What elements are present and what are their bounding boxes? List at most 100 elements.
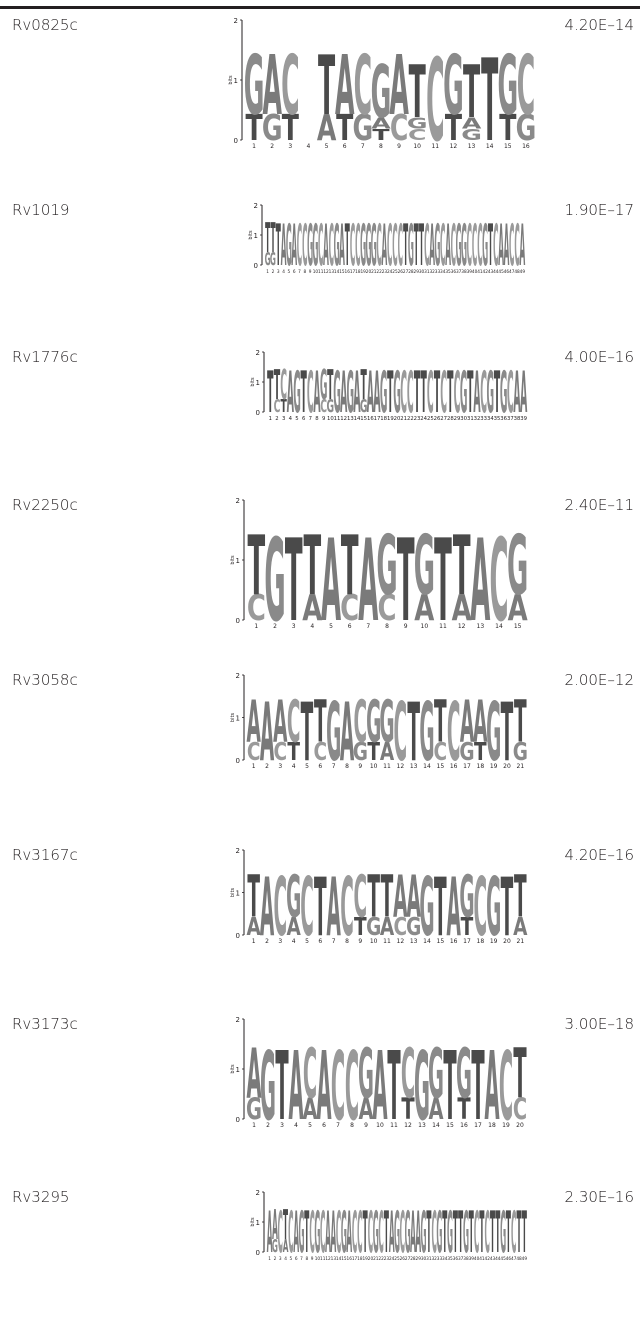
logo-position-number: 19	[490, 763, 498, 770]
logo-letter: T	[409, 50, 426, 134]
gene-id: Rv3173c	[12, 1015, 78, 1033]
logo-position-number: 3	[277, 269, 280, 274]
logo-letter: A	[462, 115, 483, 133]
logo-axis-label: bits	[230, 555, 236, 565]
logo-letter: A	[247, 913, 261, 941]
logo-letter: C	[467, 212, 472, 279]
logo-letter: T	[397, 517, 415, 648]
logo-position-number: 4	[292, 763, 296, 770]
logo-letter: T	[426, 1199, 431, 1266]
logo-letter: A	[260, 686, 274, 780]
logo-letter: C	[340, 861, 354, 955]
logo-letter: T	[506, 1199, 511, 1266]
logo-position-number: 7	[336, 1122, 340, 1129]
logo-tick-label: 1	[254, 232, 258, 240]
logo-tick-label: 0	[256, 1249, 260, 1257]
logo-letter: C	[281, 40, 299, 135]
logo-position-number: 11	[334, 416, 341, 422]
logo-position-number: 30	[421, 1256, 427, 1261]
logo-letter: T	[469, 1199, 474, 1266]
logo-axis-label: bits	[248, 230, 254, 240]
logo-letter: G	[265, 249, 271, 270]
logo-letter: C	[303, 1033, 317, 1113]
logo-position-number: 17	[463, 763, 471, 770]
logo-position-number: 7	[366, 623, 370, 630]
logo-position-number: 33	[435, 269, 441, 274]
logo-letter: C	[427, 359, 434, 426]
logo-position-number: 6	[293, 269, 296, 274]
logo-letter: T	[327, 362, 334, 410]
logo-position-number: 9	[397, 143, 401, 150]
logo-position-number: 11	[318, 269, 324, 274]
logo-letter: A	[272, 1201, 278, 1248]
logo-tick-label: 2	[236, 1016, 240, 1024]
logo-letter: G	[380, 359, 388, 426]
logo-tick-label: 2	[256, 349, 260, 357]
logo-position-number: 24	[389, 1256, 395, 1261]
logo-position-number: 45	[500, 1256, 506, 1261]
logo-letter: C	[426, 36, 444, 167]
logo-position-number: 14	[354, 416, 361, 422]
logo-letter: A	[498, 212, 504, 279]
logo-letter: A	[373, 359, 380, 426]
logo-position-number: 1	[252, 938, 256, 945]
logo-letter: A	[473, 359, 480, 426]
logo-letter: C	[509, 212, 514, 279]
logo-position-number: 1	[266, 269, 269, 274]
logo-letter: G	[405, 1199, 411, 1266]
logo-letter: C	[274, 397, 281, 417]
logo-position-number: 17	[474, 1122, 482, 1129]
logo-position-number: 15	[360, 416, 367, 422]
logo-position-number: 1	[268, 1256, 271, 1261]
logo-position-number: 2	[266, 1122, 270, 1129]
logo-position-number: 2	[272, 269, 275, 274]
e-value: 2.40E–11	[564, 496, 634, 514]
logo-position-number: 41	[479, 1256, 485, 1261]
logo-letter: A	[452, 588, 472, 629]
logo-letter: G	[379, 689, 394, 756]
logo-letter: T	[363, 1199, 368, 1266]
logo-letter: C	[484, 1199, 489, 1266]
logo-letter: G	[406, 913, 421, 941]
logo-letter: A	[246, 1033, 261, 1113]
logo-position-number: 20	[366, 269, 372, 274]
logo-tick-label: 2	[254, 202, 258, 210]
logo-position-number: 25	[394, 1256, 400, 1261]
logo-letter: C	[390, 109, 408, 149]
logo-position-number: 16	[367, 416, 374, 422]
logo-letter: C	[447, 686, 461, 780]
logo-letter: C	[320, 397, 327, 417]
logo-letter: C	[336, 1199, 341, 1266]
logo-position-number: 6	[318, 938, 322, 945]
logo-letter: T	[443, 1033, 456, 1142]
logo-letter: T	[474, 738, 487, 766]
logo-letter: T	[245, 109, 262, 149]
logo-position-number: 2	[273, 623, 277, 630]
logo-position-number: 15	[437, 763, 445, 770]
logo-position-number: 3	[282, 416, 285, 422]
logo-letter: T	[421, 359, 427, 426]
logo-letter: A	[473, 689, 488, 756]
logo-position-number: 4	[289, 416, 293, 422]
logo-letter: A	[302, 1092, 318, 1126]
logo-letter: C	[354, 864, 368, 931]
logo-position-number: 43	[488, 269, 494, 274]
logo-letter: C	[320, 1199, 325, 1266]
logo-letter: A	[389, 40, 408, 135]
logo-letter: G	[443, 40, 464, 135]
logo-letter: G	[459, 738, 474, 766]
logo-letter: C	[514, 212, 519, 279]
logo-letter: G	[365, 212, 371, 279]
logo-position-number: 18	[357, 1256, 363, 1261]
logo-axis-label: bits	[250, 1217, 256, 1227]
logo-letter: C	[297, 212, 302, 279]
logo-position-number: 4	[307, 143, 311, 150]
logo-letter: C	[511, 1199, 516, 1266]
logo-position-number: 3	[280, 1122, 284, 1129]
logo-position-number: 35	[494, 416, 501, 422]
logo-letter: G	[460, 359, 468, 426]
logo-position-number: 12	[325, 1256, 331, 1261]
logo-position-number: 5	[325, 143, 329, 150]
logo-position-number: 20	[394, 416, 401, 422]
